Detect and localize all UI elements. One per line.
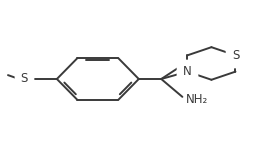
Text: N: N <box>183 65 192 78</box>
Text: S: S <box>20 73 28 85</box>
Text: S: S <box>232 49 239 62</box>
Text: S: S <box>20 73 28 85</box>
Text: S: S <box>232 49 239 62</box>
Text: N: N <box>183 65 192 78</box>
Text: NH₂: NH₂ <box>186 93 209 106</box>
